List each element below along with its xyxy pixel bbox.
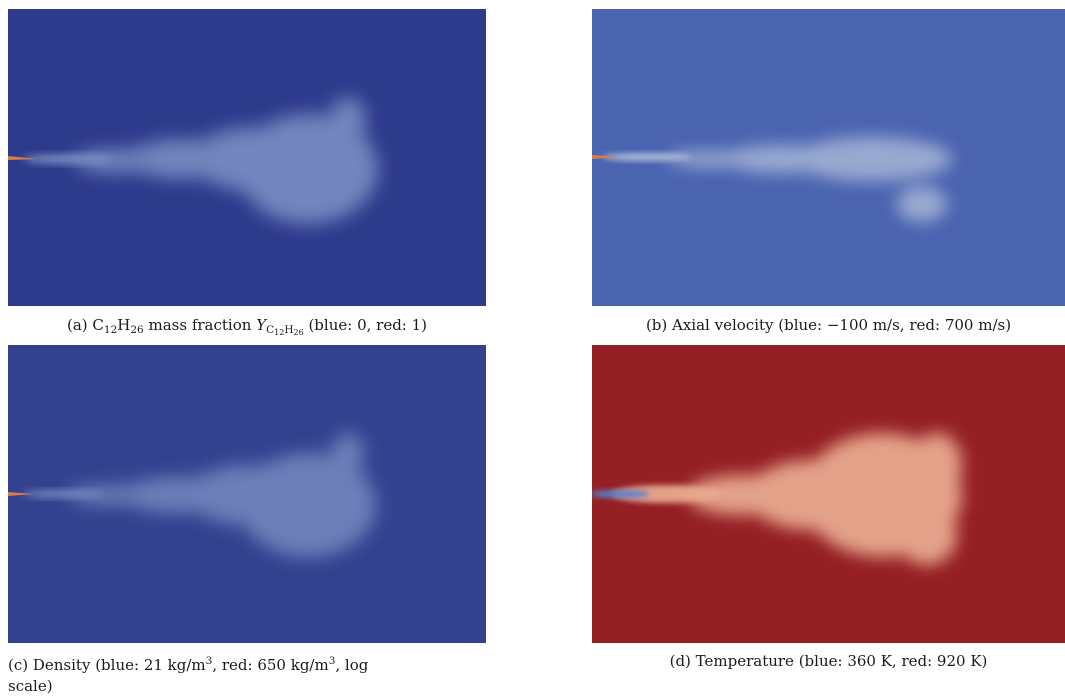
panel-d-nozzle xyxy=(592,490,650,498)
caption-a-sub: 26 xyxy=(130,324,144,336)
panel-b-plume xyxy=(667,137,952,222)
panel-d-field xyxy=(592,345,1065,643)
caption-c-sup: 3 xyxy=(205,655,213,667)
caption-b: (b) Axial velocity (blue: −100 m/s, red:… xyxy=(645,316,1012,334)
caption-a-variable: Y xyxy=(256,316,267,334)
panel-a-image xyxy=(8,9,486,306)
panel-a-nozzle xyxy=(8,156,38,160)
caption-c-part: , log xyxy=(335,656,369,674)
caption-a-part: (blue: 0, red: 1) xyxy=(303,316,428,334)
caption-a-var-sub: 12 xyxy=(274,328,285,337)
caption-a-part: (a) C xyxy=(66,316,104,334)
caption-c-sup: 3 xyxy=(328,655,336,667)
panel-d-image xyxy=(592,345,1065,643)
caption-a-part: mass fraction xyxy=(143,316,257,334)
panel-b-image xyxy=(592,9,1065,306)
panel-c-nozzle xyxy=(8,492,34,496)
panel-a-plume xyxy=(73,97,378,224)
caption-d: (d) Temperature (blue: 360 K, red: 920 K… xyxy=(669,652,988,670)
panel-b-field xyxy=(592,9,1065,306)
caption-a: (a) C12H26 mass fraction YC12H26 (blue: … xyxy=(8,315,486,343)
panel-b-nozzle xyxy=(592,155,620,159)
caption-a-var-sub: C xyxy=(266,324,275,336)
panel-a-field xyxy=(8,9,486,306)
caption-a-part: H xyxy=(117,316,131,334)
panel-c-field xyxy=(8,345,486,643)
caption-c: (c) Density (blue: 21 kg/m3, red: 650 kg… xyxy=(8,651,498,697)
caption-a-sub: 12 xyxy=(103,324,118,336)
panel-d-plume xyxy=(687,433,962,565)
caption-a-var-sub: H xyxy=(284,324,294,336)
caption-c-part: scale) xyxy=(8,677,53,695)
caption-c-part: (c) Density (blue: 21 kg/m xyxy=(8,656,206,674)
panel-c-plume xyxy=(68,433,376,557)
caption-a-var-sub: 26 xyxy=(293,328,304,337)
panel-c-image xyxy=(8,345,486,643)
caption-c-part: , red: 650 kg/m xyxy=(212,656,329,674)
